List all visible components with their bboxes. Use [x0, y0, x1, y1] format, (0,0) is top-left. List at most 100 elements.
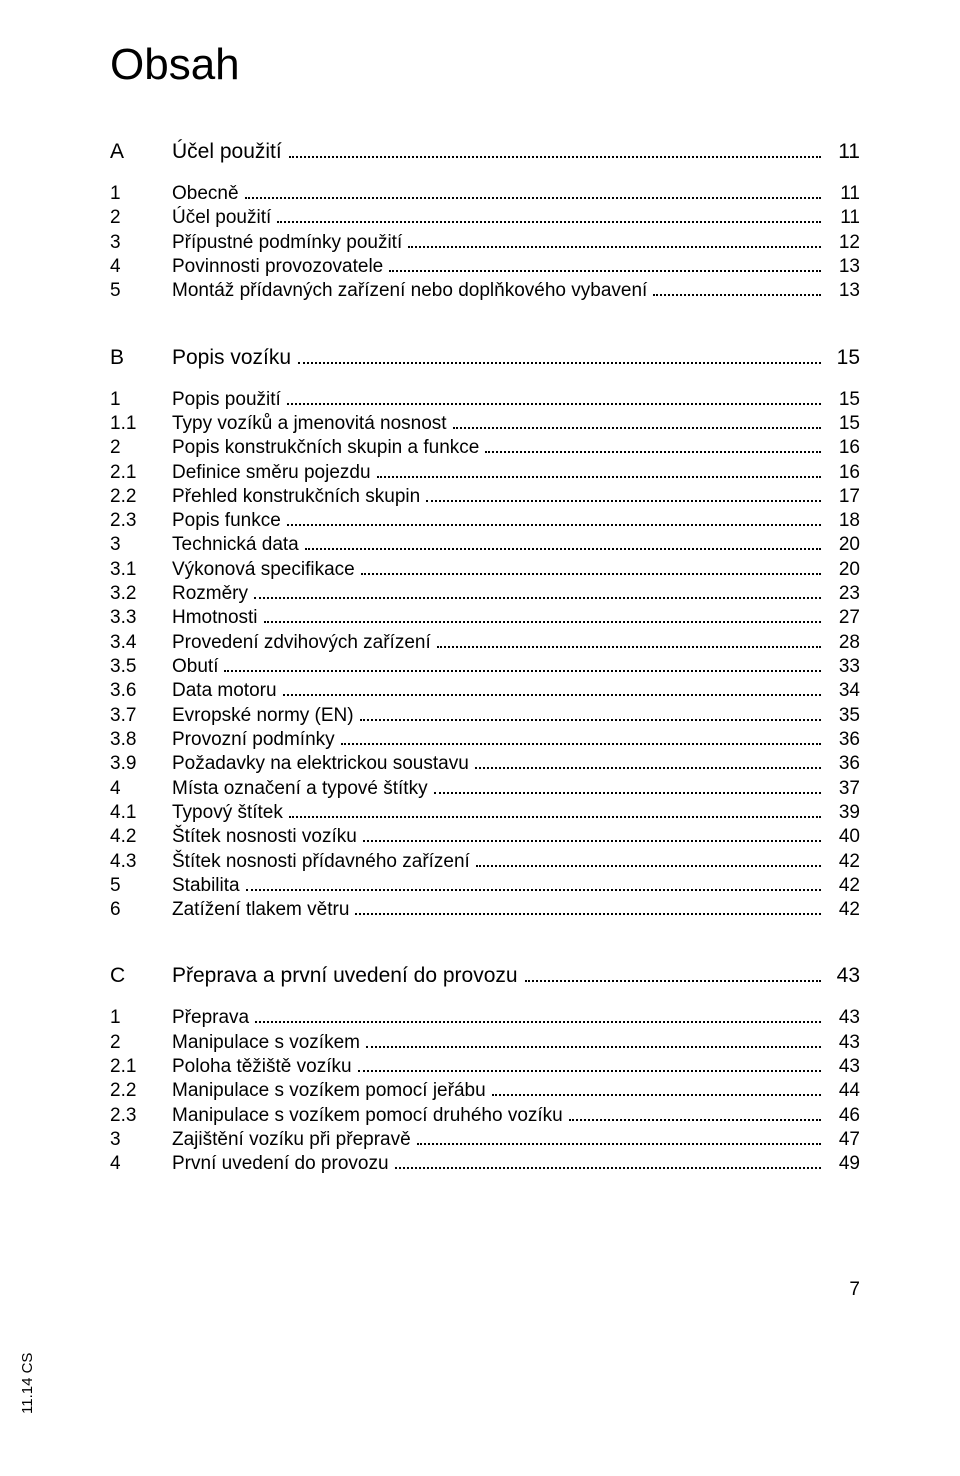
- entry-number: 3.5: [110, 655, 172, 679]
- entry-label: Hmotnosti: [172, 606, 261, 630]
- toc-entry: 4.2Štítek nosnosti vozíku40: [110, 825, 860, 849]
- toc-entry: 1.1Typy vozíků a jmenovitá nosnost15: [110, 412, 860, 436]
- leader-dots: [355, 913, 821, 915]
- entry-number: 2.1: [110, 1055, 172, 1079]
- entry-label: Technická data: [172, 533, 302, 557]
- leader-dots: [408, 246, 821, 248]
- entry-page-number: 20: [824, 558, 860, 582]
- entry-number: 2: [110, 206, 172, 230]
- entry-page-number: 20: [824, 533, 860, 557]
- entry-number: 2.3: [110, 1104, 172, 1128]
- toc-entry: 3.9Požadavky na elektrickou soustavu36: [110, 752, 860, 776]
- toc-entry: 3Zajištění vozíku při přepravě 47: [110, 1128, 860, 1152]
- toc-entry: 2Popis konstrukčních skupin a funkce 16: [110, 436, 860, 460]
- entry-number: 5: [110, 279, 172, 303]
- leader-dots: [426, 500, 821, 502]
- toc-entry: 3.5Obutí33: [110, 655, 860, 679]
- entry-label: Rozměry: [172, 582, 251, 606]
- entry-page-number: 34: [824, 679, 860, 703]
- entry-page-number: 36: [824, 728, 860, 752]
- toc-section: BPopis vozíku151Popis použití151.1Typy v…: [110, 346, 860, 923]
- entry-number: 1: [110, 182, 172, 206]
- entry-page-number: 16: [824, 436, 860, 460]
- section-page-number: 15: [824, 346, 860, 370]
- leader-dots: [525, 980, 821, 982]
- entry-number: 3: [110, 231, 172, 255]
- entry-label: První uvedení do provozu: [172, 1152, 392, 1176]
- entry-page-number: 13: [824, 279, 860, 303]
- toc-entry: 2.3Manipulace s vozíkem pomocí druhého v…: [110, 1104, 860, 1128]
- toc-entry: 2.3Popis funkce18: [110, 509, 860, 533]
- toc-entry: 6Zatížení tlakem větru42: [110, 898, 860, 922]
- section-title: Popis vozíku: [172, 346, 295, 370]
- entry-label: Stabilita: [172, 874, 243, 898]
- toc-entry: 3.7Evropské normy (EN)35: [110, 704, 860, 728]
- entry-label: Popis funkce: [172, 509, 284, 533]
- toc-entry: 5Stabilita42: [110, 874, 860, 898]
- entry-label: Obecně: [172, 182, 242, 206]
- leader-dots: [485, 451, 821, 453]
- leader-dots: [363, 840, 821, 842]
- leader-dots: [366, 1046, 821, 1048]
- entry-label: Evropské normy (EN): [172, 704, 357, 728]
- entry-number: 3.7: [110, 704, 172, 728]
- entry-page-number: 47: [824, 1128, 860, 1152]
- leader-dots: [289, 156, 821, 158]
- entry-label: Povinnosti provozovatele: [172, 255, 386, 279]
- entry-number: 4: [110, 1152, 172, 1176]
- entry-page-number: 27: [824, 606, 860, 630]
- leader-dots: [395, 1167, 821, 1169]
- toc-entry: 3Přípustné podmínky použití12: [110, 231, 860, 255]
- entry-page-number: 44: [824, 1079, 860, 1103]
- entry-page-number: 23: [824, 582, 860, 606]
- entry-page-number: 39: [824, 801, 860, 825]
- entry-number: 3: [110, 1128, 172, 1152]
- entry-page-number: 43: [824, 1006, 860, 1030]
- entry-page-number: 46: [824, 1104, 860, 1128]
- leader-dots: [653, 294, 821, 296]
- entry-number: 3.3: [110, 606, 172, 630]
- toc-section-header: AÚčel použití11: [110, 140, 860, 164]
- entry-number: 2.2: [110, 1079, 172, 1103]
- entry-number: 2: [110, 436, 172, 460]
- entry-label: Zatížení tlakem větru: [172, 898, 352, 922]
- entry-label: Popis konstrukčních skupin a funkce: [172, 436, 482, 460]
- section-letter: C: [110, 964, 172, 988]
- entry-label: Popis použití: [172, 388, 284, 412]
- toc-entry: 3.8Provozní podmínky36: [110, 728, 860, 752]
- entry-label: Manipulace s vozíkem: [172, 1031, 363, 1055]
- entry-label: Typový štítek: [172, 801, 286, 825]
- leader-dots: [224, 670, 821, 672]
- entry-number: 2.1: [110, 461, 172, 485]
- leader-dots: [360, 719, 821, 721]
- entry-page-number: 36: [824, 752, 860, 776]
- section-page-number: 43: [824, 964, 860, 988]
- entry-number: 4: [110, 777, 172, 801]
- toc-entry: 2Manipulace s vozíkem43: [110, 1031, 860, 1055]
- leader-dots: [298, 362, 821, 364]
- section-title: Přeprava a první uvedení do provozu: [172, 964, 522, 988]
- toc-entry: 4První uvedení do provozu49: [110, 1152, 860, 1176]
- entry-page-number: 42: [824, 874, 860, 898]
- entry-label: Výkonová specifikace: [172, 558, 358, 582]
- entry-label: Zajištění vozíku při přepravě: [172, 1128, 414, 1152]
- leader-dots: [437, 646, 821, 648]
- leader-dots: [361, 573, 821, 575]
- entry-label: Účel použití: [172, 206, 274, 230]
- section-page-number: 11: [824, 140, 860, 164]
- toc-section-header: BPopis vozíku15: [110, 346, 860, 370]
- entry-number: 2.3: [110, 509, 172, 533]
- entry-label: Definice směru pojezdu: [172, 461, 374, 485]
- entry-label: Obutí: [172, 655, 221, 679]
- entry-page-number: 43: [824, 1031, 860, 1055]
- toc-entry: 2.1Poloha těžiště vozíku43: [110, 1055, 860, 1079]
- entry-label: Přípustné podmínky použití: [172, 231, 405, 255]
- entry-number: 4.3: [110, 850, 172, 874]
- toc-entry: 2.2Přehled konstrukčních skupin17: [110, 485, 860, 509]
- toc-entry: 1Popis použití15: [110, 388, 860, 412]
- entry-page-number: 17: [824, 485, 860, 509]
- entry-number: 1: [110, 388, 172, 412]
- leader-dots: [245, 197, 821, 199]
- leader-dots: [305, 548, 821, 550]
- entry-page-number: 40: [824, 825, 860, 849]
